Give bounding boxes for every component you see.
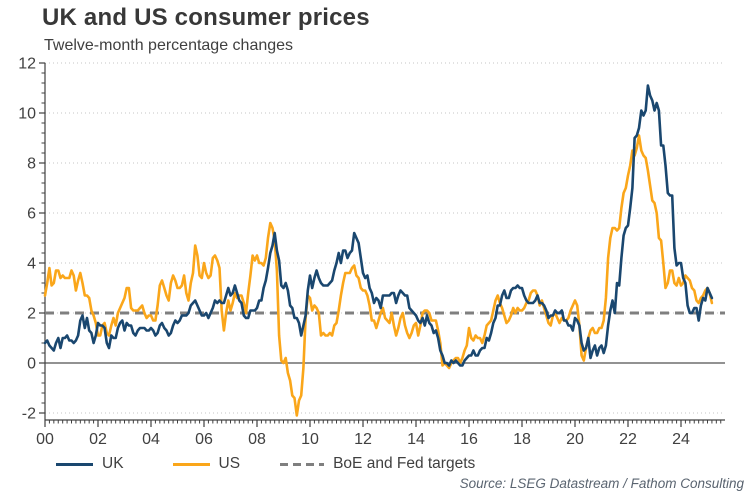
svg-text:06: 06: [195, 431, 213, 448]
svg-text:0: 0: [27, 356, 36, 373]
uk-line-swatch-icon: [56, 462, 93, 466]
legend-label-us: US: [218, 455, 241, 472]
legend-label-uk: UK: [102, 455, 124, 472]
svg-text:04: 04: [142, 431, 160, 448]
source-note: Source: LSEG Datastream / Fathom Consult…: [459, 476, 744, 491]
svg-text:-2: -2: [22, 406, 36, 423]
chart-legend: UK US BoE and Fed targets: [56, 454, 475, 474]
svg-text:10: 10: [301, 431, 319, 448]
svg-text:6: 6: [27, 206, 36, 223]
legend-label-targets: BoE and Fed targets: [333, 455, 476, 472]
legend-item-targets: BoE and Fed targets: [280, 454, 475, 474]
chart-title: UK and US consumer prices: [42, 4, 370, 31]
svg-text:20: 20: [566, 431, 584, 448]
svg-text:16: 16: [460, 431, 478, 448]
legend-item-uk: UK: [56, 454, 124, 474]
svg-text:02: 02: [89, 431, 107, 448]
svg-text:14: 14: [407, 431, 425, 448]
target-dashed-line-swatch-icon: [280, 462, 325, 466]
svg-text:00: 00: [36, 431, 54, 448]
svg-text:8: 8: [27, 156, 36, 173]
svg-text:12: 12: [18, 56, 36, 73]
svg-text:4: 4: [27, 256, 36, 273]
legend-item-us: US: [172, 454, 241, 474]
svg-text:22: 22: [619, 431, 637, 448]
svg-text:2: 2: [27, 306, 36, 323]
svg-text:18: 18: [513, 431, 531, 448]
svg-text:10: 10: [18, 106, 36, 123]
svg-text:12: 12: [354, 431, 372, 448]
us-line-swatch-icon: [172, 462, 210, 466]
svg-text:24: 24: [672, 431, 690, 448]
svg-text:08: 08: [248, 431, 266, 448]
chart-subtitle: Twelve-month percentage changes: [44, 37, 294, 54]
